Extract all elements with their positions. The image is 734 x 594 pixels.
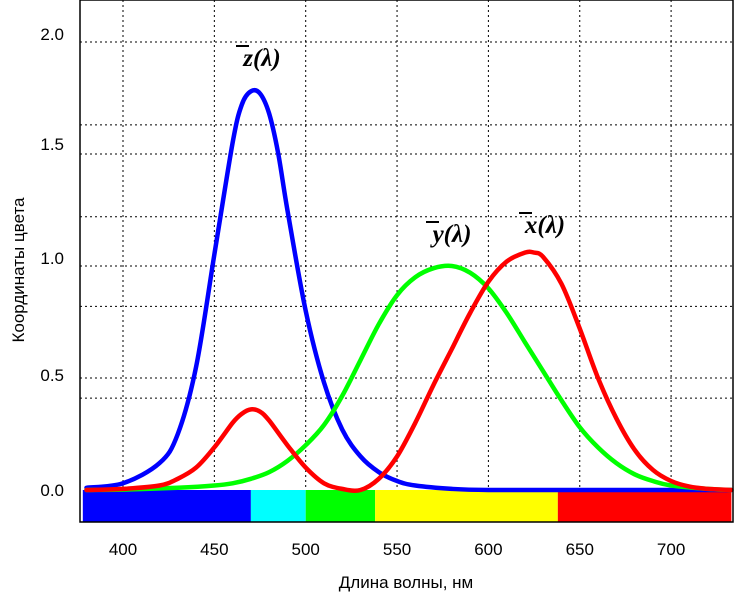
spectrum-segment: [375, 490, 558, 522]
y-tick-label: 0.5: [40, 366, 64, 385]
spectrum-segment: [250, 490, 306, 522]
svg-text:x(λ): x(λ): [524, 212, 565, 239]
plot-frame: [79, 0, 734, 523]
y-axis-title: Координаты цвета: [9, 197, 28, 343]
x-tick-label: 550: [383, 540, 411, 559]
series-label: y(λ): [426, 221, 471, 248]
grid: [80, 0, 733, 490]
x-tick-label: 600: [474, 540, 502, 559]
svg-text:z(λ): z(λ): [242, 45, 280, 72]
x-tick-label: 500: [292, 540, 320, 559]
curve-labels: z(λ) y(λ) x(λ): [236, 45, 565, 248]
spectrum-segment: [305, 490, 376, 522]
y-tick-label: 0.0: [40, 481, 64, 500]
y-tick-label: 2.0: [40, 25, 64, 44]
series-line: [84, 87, 734, 493]
x-tick-labels: 400 450 500 550 600 650 700: [109, 540, 685, 559]
y-tick-label: 1.0: [40, 249, 64, 268]
spectrum-segment: [557, 490, 732, 522]
x-tick-label: 700: [657, 540, 685, 559]
x-tick-label: 400: [109, 540, 137, 559]
spectrum-segment: [82, 490, 251, 522]
x-axis-title: Длина волны, нм: [339, 573, 473, 592]
series-label: x(λ): [519, 212, 565, 239]
x-tick-label: 450: [200, 540, 228, 559]
series-line: [84, 263, 734, 493]
y-tick-label: 1.5: [40, 135, 64, 154]
series-label: z(λ): [236, 45, 281, 72]
svg-text:y(λ): y(λ): [430, 221, 472, 248]
spectrum-bar: [82, 490, 732, 522]
y-tick-labels: 0.0 0.5 1.0 1.5 2.0: [40, 25, 64, 500]
x-tick-label: 650: [566, 540, 594, 559]
curves: [84, 87, 734, 493]
series-line: [84, 249, 734, 493]
